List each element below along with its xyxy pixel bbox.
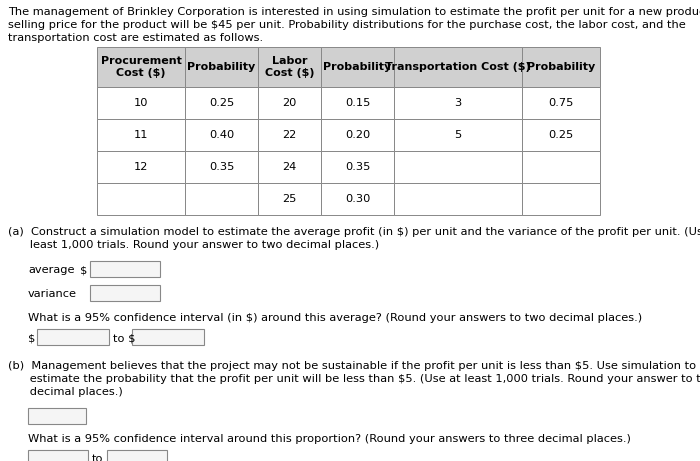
Text: $: $ — [80, 265, 88, 275]
Bar — [321, 183, 394, 215]
Bar — [90, 285, 160, 301]
Bar — [97, 87, 185, 119]
Text: to $: to $ — [113, 333, 136, 343]
Bar — [97, 47, 185, 87]
Text: 5: 5 — [454, 130, 461, 140]
Text: selling price for the product will be $45 per unit. Probability distributions fo: selling price for the product will be $4… — [8, 20, 686, 30]
Text: 0.35: 0.35 — [345, 162, 370, 172]
Bar — [28, 408, 86, 424]
Text: 10: 10 — [134, 98, 148, 108]
Bar — [107, 450, 167, 461]
Bar — [258, 119, 321, 151]
Text: What is a 95% confidence interval (in $) around this average? (Round your answer: What is a 95% confidence interval (in $)… — [28, 313, 642, 323]
Text: $: $ — [28, 333, 36, 343]
Bar — [258, 47, 321, 87]
Bar — [394, 183, 522, 215]
Text: estimate the probability that the profit per unit will be less than $5. (Use at : estimate the probability that the profit… — [8, 374, 700, 384]
Bar — [258, 151, 321, 183]
Text: transportation cost are estimated as follows.: transportation cost are estimated as fol… — [8, 33, 263, 43]
Bar — [97, 151, 185, 183]
Text: 12: 12 — [134, 162, 148, 172]
Text: (b)  Management believes that the project may not be sustainable if the profit p: (b) Management believes that the project… — [8, 361, 696, 371]
Bar — [394, 119, 522, 151]
Bar — [321, 87, 394, 119]
Bar — [185, 87, 258, 119]
Text: Labor
Cost ($): Labor Cost ($) — [265, 56, 314, 78]
Bar — [522, 87, 600, 119]
Bar — [37, 329, 109, 345]
Text: 0.75: 0.75 — [548, 98, 574, 108]
Text: decimal places.): decimal places.) — [8, 387, 122, 397]
Text: variance: variance — [28, 289, 77, 299]
Text: (a)  Construct a simulation model to estimate the average profit (in $) per unit: (a) Construct a simulation model to esti… — [8, 227, 700, 237]
Bar — [97, 119, 185, 151]
Text: 0.40: 0.40 — [209, 130, 234, 140]
Text: Procurement
Cost ($): Procurement Cost ($) — [101, 56, 181, 78]
Text: 3: 3 — [454, 98, 461, 108]
Text: 0.30: 0.30 — [345, 194, 370, 204]
Text: 22: 22 — [282, 130, 297, 140]
Bar — [28, 450, 88, 461]
Bar — [522, 47, 600, 87]
Bar — [185, 47, 258, 87]
Bar — [394, 151, 522, 183]
Bar — [394, 87, 522, 119]
Bar — [522, 183, 600, 215]
Text: 0.35: 0.35 — [209, 162, 235, 172]
Text: 20: 20 — [282, 98, 297, 108]
Text: What is a 95% confidence interval around this proportion? (Round your answers to: What is a 95% confidence interval around… — [28, 434, 631, 444]
Bar — [522, 119, 600, 151]
Bar — [185, 151, 258, 183]
Text: 0.25: 0.25 — [209, 98, 234, 108]
Bar — [185, 183, 258, 215]
Bar — [132, 329, 204, 345]
Text: least 1,000 trials. Round your answer to two decimal places.): least 1,000 trials. Round your answer to… — [8, 240, 379, 250]
Text: 11: 11 — [134, 130, 148, 140]
Text: to: to — [92, 454, 104, 461]
Text: Probability: Probability — [527, 62, 595, 72]
Text: 24: 24 — [282, 162, 297, 172]
Text: Transportation Cost ($): Transportation Cost ($) — [385, 62, 531, 72]
Bar — [97, 183, 185, 215]
Bar — [394, 47, 522, 87]
Text: average: average — [28, 265, 74, 275]
Text: Probability: Probability — [323, 62, 391, 72]
Text: 0.15: 0.15 — [345, 98, 370, 108]
Bar — [321, 151, 394, 183]
Bar — [90, 261, 160, 277]
Text: Probability: Probability — [188, 62, 256, 72]
Bar — [185, 119, 258, 151]
Text: 25: 25 — [282, 194, 297, 204]
Text: The management of Brinkley Corporation is interested in using simulation to esti: The management of Brinkley Corporation i… — [8, 7, 700, 17]
Bar — [258, 183, 321, 215]
Bar — [321, 119, 394, 151]
Text: 0.20: 0.20 — [345, 130, 370, 140]
Bar — [522, 151, 600, 183]
Bar — [321, 47, 394, 87]
Bar — [258, 87, 321, 119]
Text: 0.25: 0.25 — [548, 130, 573, 140]
